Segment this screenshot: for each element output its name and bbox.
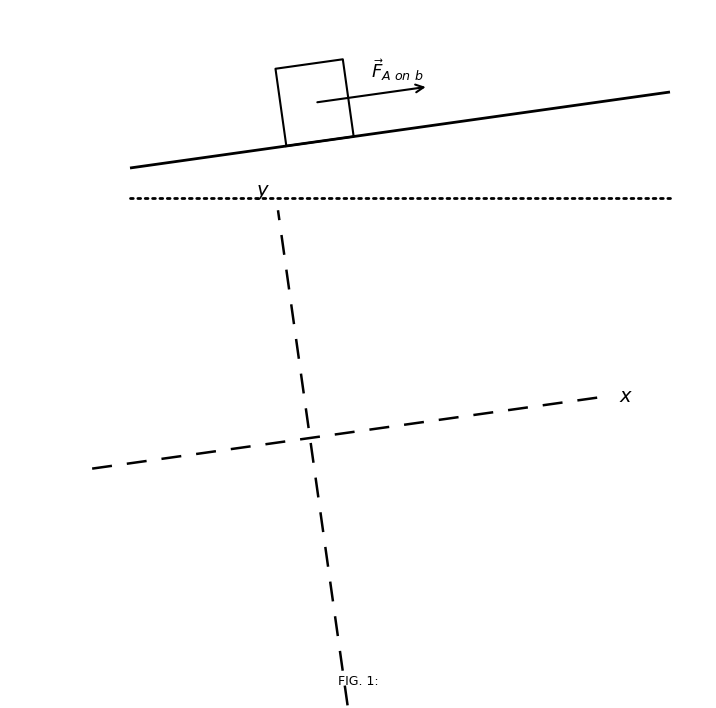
Text: FIG. 1:: FIG. 1: (338, 675, 378, 688)
Text: $x$: $x$ (619, 387, 633, 406)
Text: $y$: $y$ (256, 183, 270, 202)
Text: $\vec{F}_{A\ \mathit{on}\ b}$: $\vec{F}_{A\ \mathit{on}\ b}$ (371, 57, 423, 84)
